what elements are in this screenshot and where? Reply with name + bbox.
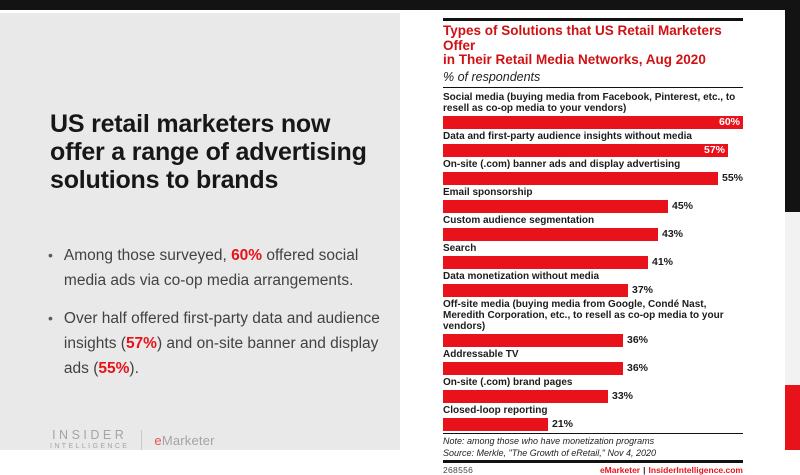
- bar-value-label: 45%: [672, 199, 694, 212]
- emarketer-e: e: [154, 432, 162, 448]
- bar-track: 55%: [443, 171, 744, 185]
- chart-title-line2: in Their Retail Media Networks, Aug 2020: [443, 52, 706, 67]
- bar-category-label: Data monetization without media: [443, 270, 600, 282]
- bar: [443, 171, 718, 185]
- logo-intelligence-text: INTELLIGENCE: [50, 443, 130, 450]
- chart-title-line1: Types of Solutions that US Retail Market…: [443, 23, 722, 53]
- emarketer-rest: Marketer: [161, 432, 215, 448]
- bar-value-label: 41%: [652, 255, 674, 268]
- chart-column: Types of Solutions that US Retail Market…: [443, 10, 743, 475]
- bar-value-label: 36%: [627, 361, 649, 374]
- bar-track: 21%: [443, 417, 743, 431]
- chart-row: Search 41%: [443, 243, 743, 269]
- bar-category-label: On-site (.com) brand pages: [443, 376, 573, 388]
- bar-value-label: 21%: [552, 417, 574, 430]
- bar-track: 33%: [443, 389, 743, 403]
- note-rule: [443, 432, 743, 434]
- bar-value-label: 55%: [722, 171, 744, 184]
- chart-id: 268556: [443, 464, 474, 475]
- chart-row: Off-site media (buying media from Google…: [443, 299, 743, 347]
- bar: [443, 389, 608, 403]
- chart-subtitle: % of respondents: [443, 69, 541, 84]
- bar-track: 45%: [443, 199, 743, 213]
- chart-footer: 268556 eMarketer | InsiderIntelligence.com: [443, 465, 743, 475]
- chart-title: Types of Solutions that US Retail Market…: [443, 23, 743, 68]
- insider-intelligence-wordmark: INSIDER INTELLIGENCE: [50, 429, 129, 451]
- bar: [443, 283, 628, 297]
- bullet-text: Among those surveyed, 60% offered social…: [63, 247, 359, 289]
- bar-track: 57%: [443, 143, 743, 157]
- chart-row: On-site (.com) brand pages 33%: [443, 377, 743, 403]
- bar: [443, 143, 728, 157]
- bullet-item: • Among those surveyed, 60% offered socia…: [48, 243, 383, 293]
- footer-pipe: |: [643, 464, 646, 475]
- chart-row: Email sponsorship 45%: [443, 187, 743, 213]
- bar-track: 36%: [443, 333, 743, 347]
- bar: [443, 199, 668, 213]
- bar-category-label: Search: [443, 242, 477, 254]
- footer-emarketer: eMarketer: [599, 464, 641, 475]
- top-black-bar: [0, 0, 800, 10]
- chart-bottom-rule: [443, 459, 743, 463]
- bullet-text: Over half offered first-party data and a…: [63, 310, 380, 377]
- chart-row: Addressable TV 36%: [443, 349, 743, 375]
- logo-divider: [141, 430, 143, 450]
- chart-note: Note: among those who have monetization …: [443, 435, 655, 446]
- bar-track: 37%: [443, 283, 743, 297]
- chart-panel: Types of Solutions that US Retail Market…: [400, 10, 785, 475]
- bar-track: 41%: [443, 255, 743, 269]
- page-title: US retail marketers now offer a range of…: [50, 109, 367, 194]
- bar: [443, 417, 548, 431]
- bar: [443, 333, 623, 347]
- bullet-item: • Over half offered first-party data and …: [48, 306, 383, 381]
- left-summary-panel: US retail marketers now offer a range of…: [0, 13, 400, 450]
- right-edge-black-strip: [785, 0, 800, 212]
- bar-track: 43%: [443, 227, 743, 241]
- chart-row: On-site (.com) banner ads and display ad…: [443, 159, 743, 185]
- right-edge-gray-strip: [785, 212, 800, 385]
- bar-category-label: Data and first-party audience insights w…: [443, 130, 692, 142]
- bar: [443, 255, 648, 269]
- bar-value-label: 37%: [632, 283, 654, 296]
- bar-value-label: 43%: [662, 227, 684, 240]
- bar-category-label: Addressable TV: [443, 348, 519, 360]
- chart-top-rule: [443, 18, 743, 21]
- emarketer-wordmark: eMarketer: [154, 433, 214, 448]
- chart-subtitle-rule: [443, 86, 743, 88]
- bar: [443, 361, 623, 375]
- chart-row: Closed-loop reporting 21%: [443, 405, 743, 431]
- bar-value-label: 57%: [703, 143, 725, 156]
- chart-footer-branding: eMarketer | InsiderIntelligence.com: [600, 465, 743, 475]
- chart-source: Source: Merkle, "The Growth of eRetail,"…: [443, 447, 656, 458]
- bullet-dot-icon: •: [48, 310, 53, 326]
- chart-row: Custom audience segmentation 43%: [443, 215, 743, 241]
- bar: [443, 115, 743, 129]
- bar-category-label: Off-site media (buying media from Google…: [443, 298, 724, 332]
- bar-value-label: 60%: [718, 115, 740, 128]
- bullet-list: • Among those surveyed, 60% offered socia…: [48, 243, 383, 394]
- chart-row: Data and first-party audience insights w…: [443, 131, 743, 157]
- chart-row: Data monetization without media 37%: [443, 271, 743, 297]
- bar-category-label: On-site (.com) banner ads and display ad…: [443, 158, 681, 170]
- bar: [443, 227, 658, 241]
- bar-track: 36%: [443, 361, 743, 375]
- bar-category-label: Email sponsorship: [443, 186, 533, 198]
- chart-row: Social media (buying media from Facebook…: [443, 92, 743, 129]
- bar-category-label: Custom audience segmentation: [443, 214, 595, 226]
- right-edge-red-strip: [785, 385, 800, 450]
- bullet-dot-icon: •: [48, 247, 53, 263]
- bar-value-label: 33%: [612, 389, 634, 402]
- bar-category-label: Social media (buying media from Facebook…: [443, 91, 736, 114]
- footer-site-url: InsiderIntelligence.com: [648, 464, 743, 475]
- bar-track: 60%: [443, 115, 743, 129]
- logo-insider-text: INSIDER: [52, 428, 128, 442]
- bar-chart: Social media (buying media from Facebook…: [443, 92, 743, 431]
- bar-category-label: Closed-loop reporting: [443, 404, 548, 416]
- insider-intelligence-emarketer-logo: INSIDER INTELLIGENCE eMarketer: [50, 429, 215, 451]
- bar-value-label: 36%: [627, 333, 649, 346]
